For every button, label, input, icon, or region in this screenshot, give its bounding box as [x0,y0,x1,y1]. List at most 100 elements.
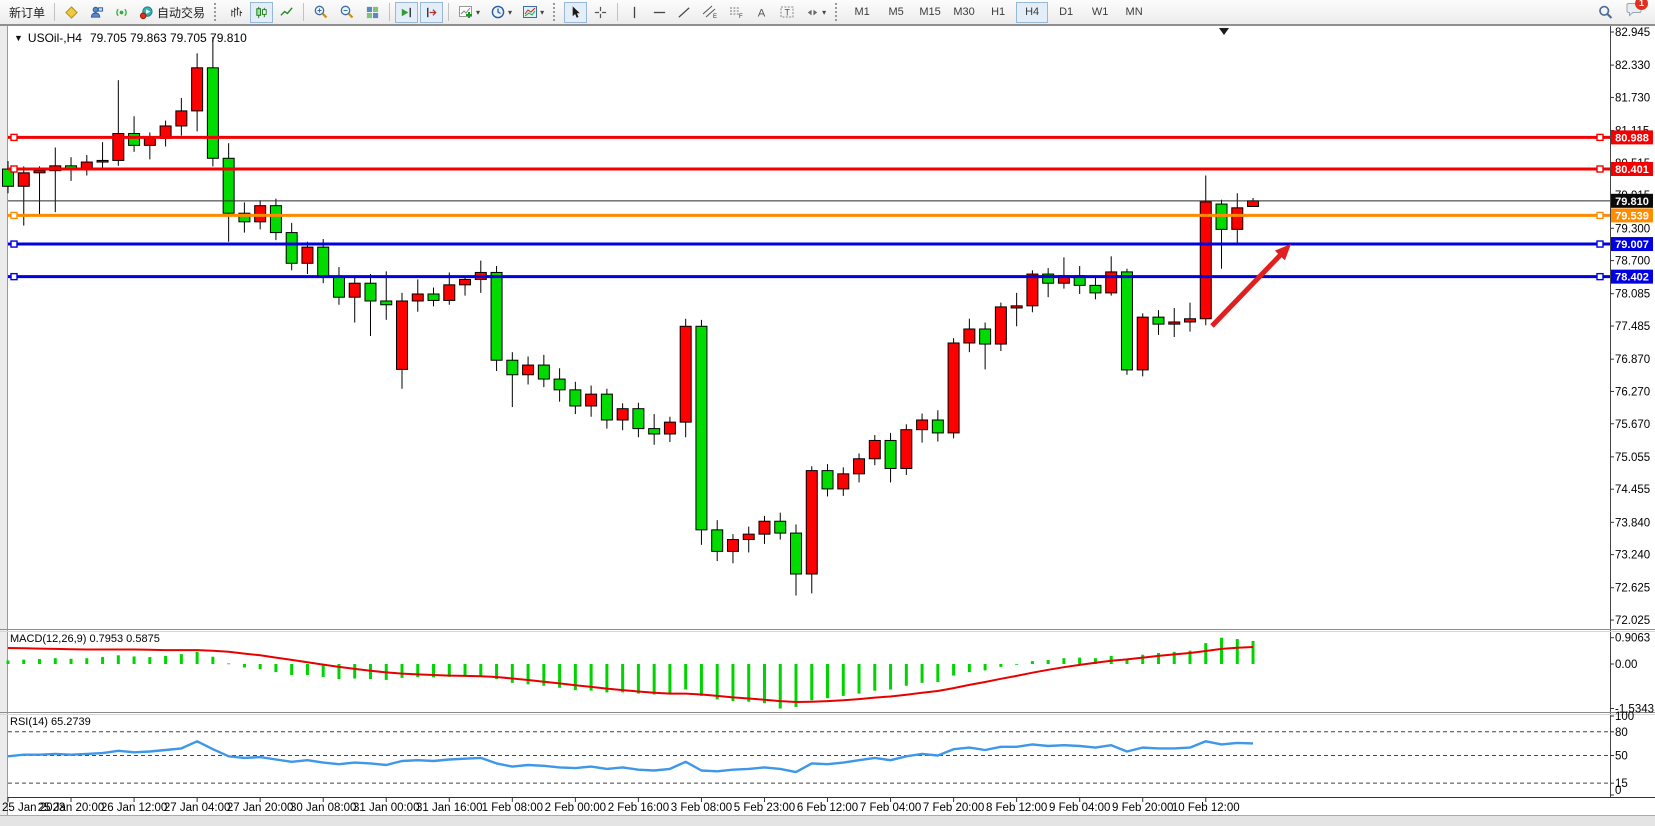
timeframe-M1[interactable]: M1 [854,6,870,18]
macd-histogram-bar [920,664,924,683]
macd-histogram-bar [22,659,26,664]
line-anchor[interactable] [1596,272,1604,281]
price-tag-label: 80.401 [1615,164,1649,176]
bid-price-tag [1611,193,1653,208]
channel-icon: E [702,4,718,20]
candle [490,271,503,361]
macd-histogram-bar [101,657,105,664]
timeframe-D1[interactable]: D1 [1059,6,1074,18]
rsi-line [7,740,1254,774]
candle [663,421,676,435]
macd-histogram-bar [211,656,215,664]
price-tag-label: 80.988 [1615,132,1649,144]
macd-histogram-bar [652,664,656,695]
cursor-button[interactable] [564,1,588,23]
auto-trading-label: 自动交易 [157,5,206,20]
chart-shift-marker[interactable] [1219,28,1229,35]
crosshair-button[interactable] [589,2,612,23]
timeframe-H1[interactable]: H1 [991,6,1006,18]
trend-arrow[interactable] [1210,249,1286,328]
macd-histogram-bar [668,664,672,694]
candle [269,205,282,234]
timeframe-MN[interactable]: MN [1125,6,1143,18]
macd-histogram-bar [400,664,404,678]
equidistant-channel-button[interactable]: E [698,2,722,23]
toolbar-separator [389,3,391,21]
accounts-button[interactable] [85,2,108,23]
notifications-button[interactable]: 1 [1625,0,1648,23]
line-anchor[interactable] [10,272,18,281]
timeframe-M30[interactable]: M30 [953,6,975,18]
market-watch-button[interactable] [60,2,83,23]
line-anchor[interactable] [10,211,18,220]
chart-shift-button[interactable] [420,1,444,23]
timeframe-M15[interactable]: M15 [919,6,941,18]
candle [427,293,440,301]
auto-trading-button[interactable]: 自动交易 [135,2,209,23]
horizontal-line-button[interactable] [648,2,671,23]
line-chart-button[interactable] [275,2,298,23]
time-axis-label: 31 Jan 00:00 [353,802,420,814]
macd-histogram-bar [479,664,483,676]
toolbar-grip[interactable] [553,3,559,21]
macd-histogram-bar [1156,652,1160,664]
candle [931,419,944,434]
line-anchor[interactable] [1596,211,1604,220]
text-label-button[interactable]: T [775,2,799,23]
arrows-button[interactable]: ▾ [801,2,830,23]
line-anchor[interactable] [10,133,18,142]
indicators-button[interactable]: ▾ [454,2,484,23]
toolbar-right: 1 [1592,0,1651,23]
candle [821,470,834,490]
toolbar-grip[interactable] [835,3,841,21]
timeframe-M5[interactable]: M5 [888,6,904,18]
periods-button[interactable]: ▾ [486,2,516,23]
candle [679,325,692,423]
zoom-out-button[interactable] [335,2,359,23]
candlestick-chart-button[interactable] [250,1,274,23]
price-axis-label: 76.870 [1615,354,1650,366]
line-anchor[interactable] [1596,133,1604,142]
line-anchor[interactable] [1596,165,1604,173]
vertical-line-button[interactable] [623,2,646,23]
line-anchor[interactable] [10,240,18,248]
time-axis-label: 6 Feb 12:00 [797,802,858,814]
candle [1184,318,1196,323]
macd-histogram-bar [274,664,278,673]
candle [396,300,408,370]
zoom-in-button[interactable] [309,2,333,23]
tile-windows-button[interactable] [361,2,384,23]
trendline-icon [677,5,692,20]
candle [726,539,739,552]
line-anchor[interactable] [10,165,18,173]
timeframe-H4[interactable]: H4 [1016,1,1049,23]
trend-arrow-head[interactable] [1274,244,1291,261]
rsi-label: RSI(14) 65.2739 [10,716,91,728]
candle [222,157,235,214]
macd-histogram-bar [495,664,499,680]
search-button[interactable] [1593,2,1618,23]
trendline-button[interactable] [673,2,696,23]
text-icon: A [754,5,769,20]
chevron-down-icon[interactable]: ▼ [14,33,23,43]
new-order-button[interactable]: 新订单 [5,2,49,23]
macd-label: MACD(12,26,9) 0.7953 0.5875 [10,633,160,645]
toolbar-grip[interactable] [214,3,220,21]
candle [963,328,976,344]
fibonacci-button[interactable]: F [724,2,748,23]
line-anchor[interactable] [1596,240,1604,248]
timeframe-W1[interactable]: W1 [1091,6,1109,18]
macd-histogram-bar [447,664,451,677]
toolbar-separator [303,3,305,21]
tile-windows-icon [365,5,380,20]
price-tag [1611,208,1653,223]
signals-button[interactable] [110,2,133,23]
bar-chart-button[interactable] [225,2,248,23]
candle [301,246,314,264]
text-button[interactable]: A [750,2,773,23]
candle [1120,271,1133,371]
templates-button[interactable]: ▾ [518,2,548,23]
auto-scroll-button[interactable] [395,1,419,23]
